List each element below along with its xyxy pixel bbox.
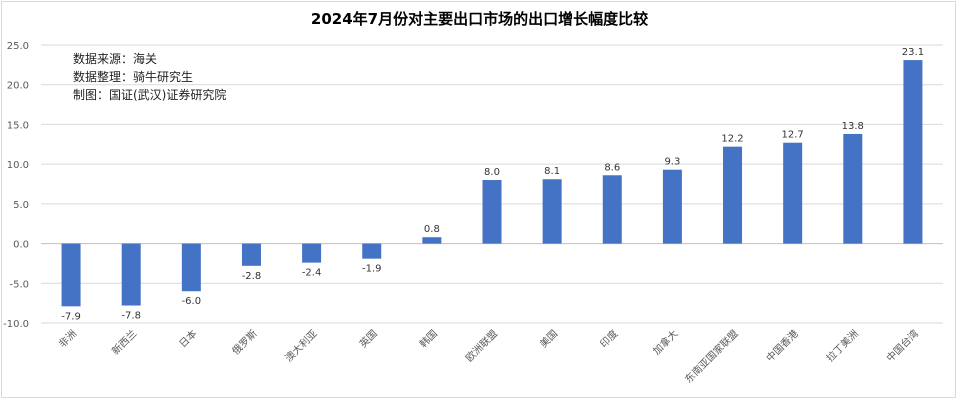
data-label: 13.8 <box>842 121 864 132</box>
y-tick-label: 10.0 <box>7 160 29 171</box>
x-tick-label: 俄罗斯 <box>229 327 259 357</box>
data-label: 12.7 <box>782 130 804 141</box>
y-tick-label: -5.0 <box>9 279 29 290</box>
x-tick-label: 加拿大 <box>650 327 680 357</box>
bar <box>121 243 141 306</box>
bar <box>843 133 863 244</box>
x-tick-label: 非洲 <box>57 328 80 351</box>
y-tick-label: 5.0 <box>13 200 29 211</box>
data-label: 9.3 <box>664 157 680 168</box>
data-label: 0.8 <box>424 224 440 235</box>
y-tick-label: 25.0 <box>7 41 29 52</box>
x-tick-label: 印度 <box>597 327 620 350</box>
y-axis-ticks: -10.0 -5.0 0.0 5.0 10.0 15.0 20.0 25.0 <box>3 41 29 330</box>
data-label: 8.0 <box>484 167 500 178</box>
chart-title: 2024年7月份对主要出口市场的出口增长幅度比较 <box>310 10 649 28</box>
x-tick-label: 拉丁美洲 <box>823 327 860 364</box>
x-tick-label: 澳大利亚 <box>282 327 319 364</box>
bar <box>723 146 743 244</box>
bar <box>241 243 261 266</box>
x-tick-label: 欧洲联盟 <box>463 328 500 365</box>
data-label: -6.0 <box>182 296 202 307</box>
x-tick-label: 韩国 <box>417 327 440 350</box>
bar <box>542 179 562 244</box>
x-tick-label: 日本 <box>176 327 199 350</box>
data-label: -7.8 <box>121 311 141 322</box>
bar <box>602 175 622 244</box>
bar <box>422 237 442 244</box>
data-label: -7.9 <box>61 311 81 322</box>
y-tick-label: 0.0 <box>13 240 29 251</box>
data-label: 8.6 <box>604 162 620 173</box>
bar <box>903 60 923 244</box>
bars <box>61 60 923 307</box>
annotation-data-source: 数据来源：海关 <box>73 52 158 66</box>
data-label: -2.8 <box>242 271 262 282</box>
x-tick-label: 新西兰 <box>109 327 139 357</box>
x-tick-label: 中国台湾 <box>884 327 921 364</box>
bar <box>482 180 502 244</box>
data-labels: -7.9 -7.8 -6.0 -2.8 -2.4 -1.9 0.8 8.0 8.1 8.6 9.3 1… <box>61 47 924 322</box>
data-label: 8.1 <box>544 166 560 177</box>
bar <box>783 142 803 244</box>
annotation-chart-maker: 制图：国证(武汉)证券研究院 <box>73 88 227 102</box>
y-tick-label: -10.0 <box>3 319 29 330</box>
bar <box>362 243 382 259</box>
annotation-data-compiler: 数据整理：骑牛研究生 <box>73 70 194 84</box>
bar <box>662 169 682 244</box>
x-tick-label: 美国 <box>537 327 560 350</box>
x-tick-label: 英国 <box>357 327 380 350</box>
x-axis-labels: 非洲 新西兰 日本 俄罗斯 澳大利亚 英国 韩国 欧洲联盟 美国 印度 加拿大 东南亚国家联盟 中国香港… <box>57 327 921 386</box>
x-tick-label: 中国香港 <box>763 327 800 364</box>
y-tick-label: 15.0 <box>7 120 29 131</box>
data-label: -1.9 <box>362 264 382 275</box>
x-tick-label: 东南亚国家联盟 <box>682 327 741 386</box>
data-label: 23.1 <box>902 47 924 58</box>
data-label: -2.4 <box>302 268 322 279</box>
data-label: 12.2 <box>721 134 743 145</box>
bar <box>61 243 81 307</box>
y-tick-label: 20.0 <box>7 81 29 92</box>
bar <box>181 243 201 292</box>
bar <box>302 243 322 263</box>
